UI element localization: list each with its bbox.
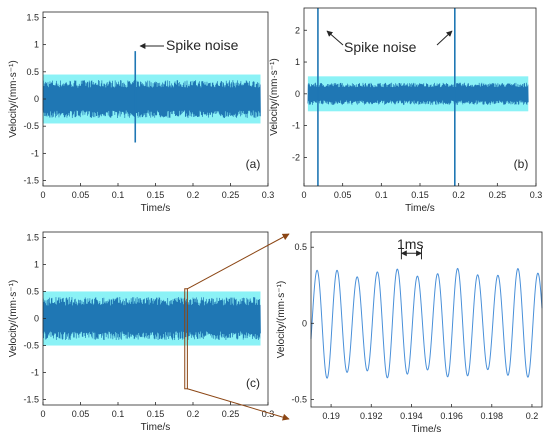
ytick-label-b-0: -2 xyxy=(292,152,300,162)
ytick-label-b-4: 2 xyxy=(295,25,300,35)
ytick-label-a-1: -1 xyxy=(31,148,39,158)
xtick-label-d-3: 0.196 xyxy=(440,411,463,421)
xtick-label-c-3: 0.15 xyxy=(147,409,165,419)
xtick-label-c-5: 0.25 xyxy=(222,409,240,419)
xlabel-a: Time/s xyxy=(141,203,171,214)
xtick-label-a-5: 0.25 xyxy=(222,190,240,200)
xtick-label-a-6: 0.3 xyxy=(262,190,275,200)
xlabel-d: Time/s xyxy=(412,424,442,435)
zoom-box xyxy=(184,288,188,390)
xlabel-b: Time/s xyxy=(405,203,435,214)
overlay-layer: Spike noise Spike noise 1ms xyxy=(139,30,453,252)
spike-arrow-b-left xyxy=(326,30,344,46)
ytick-label-a-6: 1.5 xyxy=(26,12,39,22)
xtick-label-d-1: 0.192 xyxy=(360,411,383,421)
panel-label-c: (c) xyxy=(246,376,260,390)
sine-trace xyxy=(310,267,543,379)
xtick-label-d-5: 0.2 xyxy=(526,411,539,421)
ytick-label-c-3: 0 xyxy=(34,314,39,324)
xtick-label-a-4: 0.2 xyxy=(187,190,200,200)
xtick-label-c-2: 0.1 xyxy=(112,409,125,419)
ytick-label-b-2: 0 xyxy=(295,89,300,99)
panel-b: 0 0.05 0.1 0.15 0.2 0.25 0.3 -2 -1 0 1 2 Time/s Veloc… xyxy=(269,7,543,214)
ytick-label-a-2: -0.5 xyxy=(23,121,39,131)
xtick-label-a-3: 0.15 xyxy=(147,190,165,200)
xtick-label-b-5: 0.25 xyxy=(489,190,507,200)
spike-arrow-b-right xyxy=(436,30,453,46)
xtick-label-c-0: 0 xyxy=(40,409,45,419)
xtick-label-d-4: 0.198 xyxy=(481,411,504,421)
ytick-label-c-2: -0.5 xyxy=(23,341,39,351)
xtick-label-c-6: 0.3 xyxy=(262,409,275,419)
xtick-label-b-2: 0.1 xyxy=(375,190,388,200)
xtick-label-d-0: 0.19 xyxy=(322,411,340,421)
zoom-connector-bottom xyxy=(187,388,290,421)
xtick-label-a-1: 0.05 xyxy=(72,190,90,200)
panel-d: 0.19 0.192 0.194 0.196 0.198 0.2 -0.5 0 0.5 Time/… xyxy=(276,231,543,435)
axes-frame-d xyxy=(310,231,543,408)
panel-label-a: (a) xyxy=(246,157,261,171)
ytick-label-a-4: 0.5 xyxy=(26,67,39,77)
xtick-label-b-6: 0.3 xyxy=(530,190,543,200)
xtick-label-b-3: 0.15 xyxy=(411,190,429,200)
spike-annotation-b: Spike noise xyxy=(344,39,417,55)
panel-c: 0 0.05 0.1 0.15 0.2 0.25 0.3 -1.5 -1 -0.5 0 0.5 1 1.5… xyxy=(8,231,290,433)
zoom-connector-top xyxy=(187,233,290,290)
ylabel-b: Velocity/(mm·s⁻¹) xyxy=(269,58,280,136)
ylabel-d: Velocity/(mm·s⁻¹) xyxy=(276,281,287,359)
ytick-label-d-2: 0.5 xyxy=(294,242,307,252)
ytick-label-c-0: -1.5 xyxy=(23,395,39,405)
ytick-label-a-5: 1 xyxy=(34,40,39,50)
ytick-label-c-4: 0.5 xyxy=(26,286,39,296)
xtick-label-b-0: 0 xyxy=(301,190,306,200)
xtick-label-c-1: 0.05 xyxy=(72,409,90,419)
ytick-label-d-0: -0.5 xyxy=(291,394,307,404)
xtick-label-d-2: 0.194 xyxy=(400,411,423,421)
ytick-label-a-3: 0 xyxy=(34,94,39,104)
panel-label-b: (b) xyxy=(514,157,529,171)
ylabel-c: Velocity/(mm·s⁻¹) xyxy=(8,280,19,358)
ytick-label-d-1: 0 xyxy=(302,318,307,328)
signal-trace-a xyxy=(42,80,261,119)
xtick-label-b-1: 0.05 xyxy=(334,190,352,200)
ytick-label-b-1: -1 xyxy=(292,121,300,131)
ytick-label-c-5: 1 xyxy=(34,259,39,269)
spike-annotation-a: Spike noise xyxy=(166,37,239,53)
xtick-label-a-0: 0 xyxy=(40,190,45,200)
signal-trace-c xyxy=(42,296,261,341)
ytick-label-c-6: 1.5 xyxy=(26,232,39,242)
period-annotation: 1ms xyxy=(397,236,423,252)
xtick-label-b-4: 0.2 xyxy=(452,190,465,200)
ytick-label-c-1: -1 xyxy=(31,368,39,378)
ytick-label-b-3: 1 xyxy=(295,57,300,67)
ylabel-a: Velocity/(mm·s⁻¹) xyxy=(8,60,19,138)
panel-a: 0 0.05 0.1 0.15 0.2 0.25 0.3 -1.5 -1 -0.5 0 0.5 1 1.5… xyxy=(8,11,275,214)
xtick-label-c-4: 0.2 xyxy=(187,409,200,419)
signal-trace-b xyxy=(307,82,529,105)
xtick-label-a-2: 0.1 xyxy=(112,190,125,200)
ytick-label-a-0: -1.5 xyxy=(23,176,39,186)
panels-layer: 0 0.05 0.1 0.15 0.2 0.25 0.3 -1.5 -1 -0.5 0 0.5 1 1.5… xyxy=(8,7,543,435)
xlabel-c: Time/s xyxy=(141,422,171,433)
